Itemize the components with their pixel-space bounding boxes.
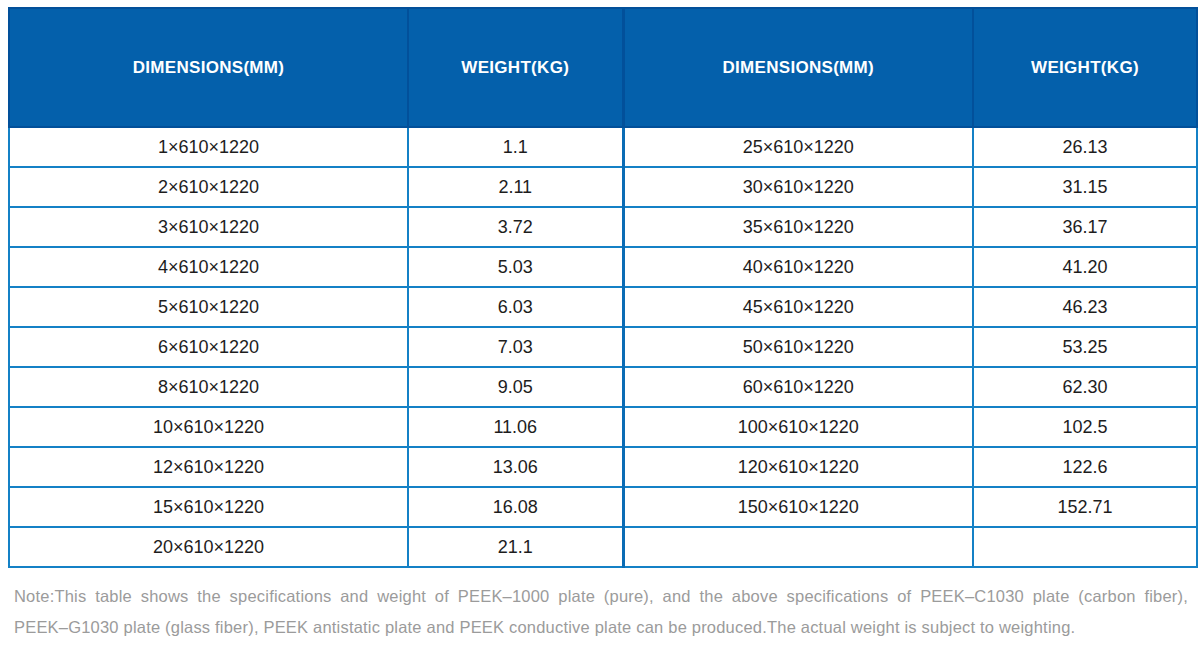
weight-cell: 62.30 bbox=[973, 367, 1197, 407]
dimensions-cell: 4×610×1220 bbox=[9, 247, 408, 287]
table-row: 2×610×12202.1130×610×122031.15 bbox=[9, 167, 1197, 207]
weight-cell: 2.11 bbox=[408, 167, 623, 207]
table-row: 10×610×122011.06100×610×1220102.5 bbox=[9, 407, 1197, 447]
weight-cell: 7.03 bbox=[408, 327, 623, 367]
weight-cell: 31.15 bbox=[973, 167, 1197, 207]
weight-cell: 122.6 bbox=[973, 447, 1197, 487]
weight-cell: 1.1 bbox=[408, 127, 623, 167]
weight-cell: 152.71 bbox=[973, 487, 1197, 527]
weight-cell: 46.23 bbox=[973, 287, 1197, 327]
table-row: 8×610×12209.0560×610×122062.30 bbox=[9, 367, 1197, 407]
note-text: Note:This table shows the specifications… bbox=[14, 581, 1188, 643]
weight-cell: 6.03 bbox=[408, 287, 623, 327]
weight-cell bbox=[973, 527, 1197, 567]
table-row: 1×610×12201.125×610×122026.13 bbox=[9, 127, 1197, 167]
dimensions-cell: 120×610×1220 bbox=[623, 447, 973, 487]
weight-cell: 11.06 bbox=[408, 407, 623, 447]
dimensions-cell: 25×610×1220 bbox=[623, 127, 973, 167]
dimensions-cell: 50×610×1220 bbox=[623, 327, 973, 367]
header-row: DIMENSIONS(MM) WEIGHT(KG) DIMENSIONS(MM)… bbox=[9, 8, 1197, 127]
dimensions-cell: 2×610×1220 bbox=[9, 167, 408, 207]
dimensions-cell: 15×610×1220 bbox=[9, 487, 408, 527]
dimensions-cell: 1×610×1220 bbox=[9, 127, 408, 167]
table-row: 5×610×12206.0345×610×122046.23 bbox=[9, 287, 1197, 327]
dimensions-cell: 45×610×1220 bbox=[623, 287, 973, 327]
table-row: 12×610×122013.06120×610×1220122.6 bbox=[9, 447, 1197, 487]
weight-cell: 5.03 bbox=[408, 247, 623, 287]
column-header-dimensions-right: DIMENSIONS(MM) bbox=[623, 8, 973, 127]
weight-cell: 102.5 bbox=[973, 407, 1197, 447]
dimensions-cell: 8×610×1220 bbox=[9, 367, 408, 407]
table-body: 1×610×12201.125×610×122026.132×610×12202… bbox=[9, 127, 1197, 567]
column-header-weight-left: WEIGHT(KG) bbox=[408, 8, 623, 127]
weight-cell: 26.13 bbox=[973, 127, 1197, 167]
dimensions-cell: 150×610×1220 bbox=[623, 487, 973, 527]
note-line-1: Note:This table shows the specifications… bbox=[14, 581, 1188, 612]
weight-cell: 41.20 bbox=[973, 247, 1197, 287]
dimensions-cell: 6×610×1220 bbox=[9, 327, 408, 367]
dimensions-cell: 12×610×1220 bbox=[9, 447, 408, 487]
weight-cell: 3.72 bbox=[408, 207, 623, 247]
note-line-2: PEEK–G1030 plate (glass fiber), PEEK ant… bbox=[14, 612, 1188, 643]
spec-table: DIMENSIONS(MM) WEIGHT(KG) DIMENSIONS(MM)… bbox=[8, 7, 1198, 568]
weight-cell: 36.17 bbox=[973, 207, 1197, 247]
dimensions-cell: 100×610×1220 bbox=[623, 407, 973, 447]
dimensions-cell: 30×610×1220 bbox=[623, 167, 973, 207]
table-row: 6×610×12207.0350×610×122053.25 bbox=[9, 327, 1197, 367]
column-header-weight-right: WEIGHT(KG) bbox=[973, 8, 1197, 127]
dimensions-cell: 40×610×1220 bbox=[623, 247, 973, 287]
dimensions-cell: 3×610×1220 bbox=[9, 207, 408, 247]
table-row: 20×610×122021.1 bbox=[9, 527, 1197, 567]
dimensions-cell: 10×610×1220 bbox=[9, 407, 408, 447]
dimensions-cell bbox=[623, 527, 973, 567]
dimensions-cell: 20×610×1220 bbox=[9, 527, 408, 567]
table-row: 15×610×122016.08150×610×1220152.71 bbox=[9, 487, 1197, 527]
column-header-dimensions-left: DIMENSIONS(MM) bbox=[9, 8, 408, 127]
weight-cell: 53.25 bbox=[973, 327, 1197, 367]
dimensions-cell: 35×610×1220 bbox=[623, 207, 973, 247]
dimensions-cell: 5×610×1220 bbox=[9, 287, 408, 327]
peek-plate-spec-sheet: DIMENSIONS(MM) WEIGHT(KG) DIMENSIONS(MM)… bbox=[0, 7, 1200, 648]
weight-cell: 13.06 bbox=[408, 447, 623, 487]
dimensions-cell: 60×610×1220 bbox=[623, 367, 973, 407]
table-header: DIMENSIONS(MM) WEIGHT(KG) DIMENSIONS(MM)… bbox=[9, 8, 1197, 127]
weight-cell: 9.05 bbox=[408, 367, 623, 407]
weight-cell: 16.08 bbox=[408, 487, 623, 527]
table-row: 4×610×12205.0340×610×122041.20 bbox=[9, 247, 1197, 287]
weight-cell: 21.1 bbox=[408, 527, 623, 567]
table-row: 3×610×12203.7235×610×122036.17 bbox=[9, 207, 1197, 247]
